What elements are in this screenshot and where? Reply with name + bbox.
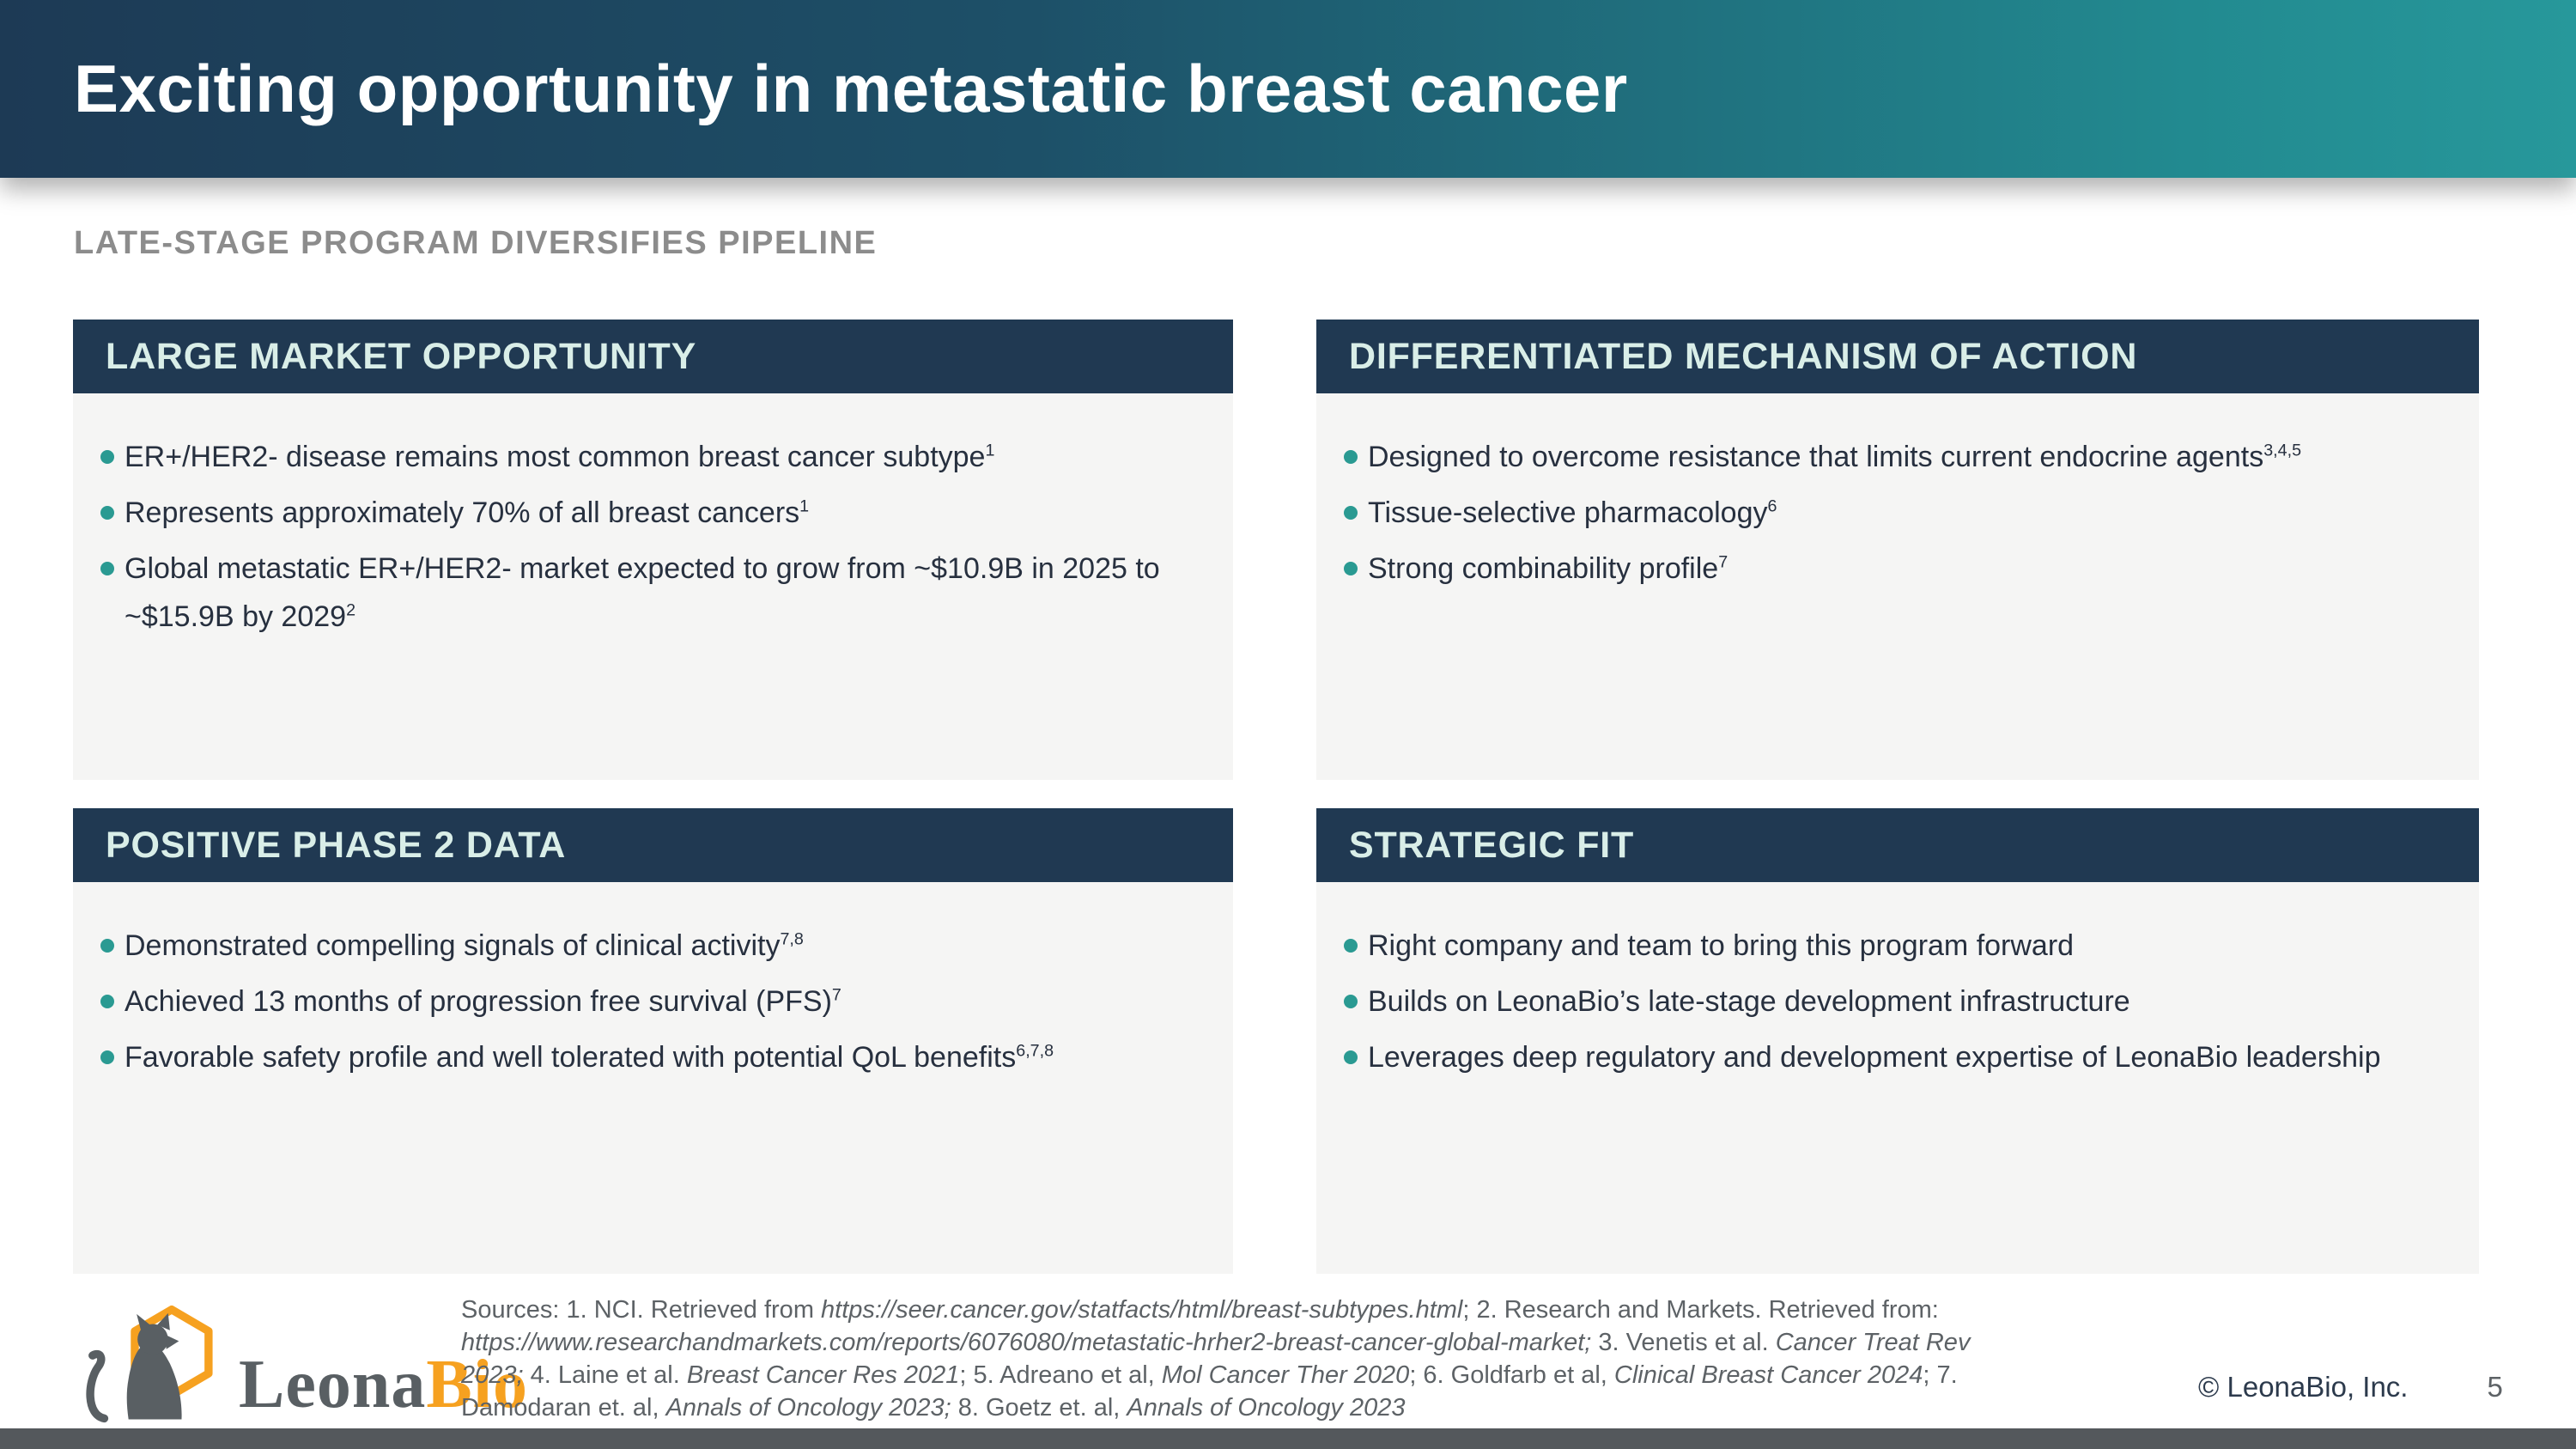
cat-hexagon-icon: [77, 1302, 230, 1424]
slide-subtitle: LATE-STAGE PROGRAM DIVERSIFIES PIPELINE: [74, 225, 878, 261]
source-line: Damodaran et. al, Annals of Oncology 202…: [461, 1394, 1406, 1422]
box-header: DIFFERENTIATED MECHANISM OF ACTION: [1316, 320, 2479, 393]
box-large-market-opportunity: LARGE MARKET OPPORTUNITY ER+/HER2- disea…: [73, 320, 1233, 780]
bottom-bar: [0, 1428, 2576, 1449]
box-body: Right company and team to bring this pro…: [1316, 882, 2479, 1274]
bullet-item: Global metastatic ER+/HER2- market expec…: [73, 545, 1185, 641]
box-body: Demonstrated compelling signals of clini…: [73, 882, 1233, 1274]
slide-title: Exciting opportunity in metastatic breas…: [74, 51, 1628, 126]
bullet-list: Designed to overcome resistance that lim…: [1316, 433, 2431, 593]
bullet-item: Represents approximately 70% of all brea…: [73, 489, 1185, 537]
bullet-item: Builds on LeonaBio’s late-stage developm…: [1316, 977, 2431, 1026]
logo-text-leona: Leona: [239, 1347, 427, 1422]
box-header: POSITIVE PHASE 2 DATA: [73, 808, 1233, 882]
bullet-list: Right company and team to bring this pro…: [1316, 922, 2431, 1081]
footer-right: © LeonaBio, Inc. 5: [2198, 1371, 2503, 1403]
logo-wordmark: LeonaBio: [230, 1350, 528, 1424]
logo-text-bio: Bio: [426, 1347, 528, 1422]
bullet-list: Demonstrated compelling signals of clini…: [73, 922, 1185, 1081]
bullet-item: Strong combinability profile7: [1316, 545, 2431, 593]
box-title: DIFFERENTIATED MECHANISM OF ACTION: [1349, 335, 2138, 377]
box-header: LARGE MARKET OPPORTUNITY: [73, 320, 1233, 393]
box-strategic-fit: STRATEGIC FIT Right company and team to …: [1316, 808, 2479, 1274]
bullet-item: Achieved 13 months of progression free s…: [73, 977, 1185, 1026]
box-header: STRATEGIC FIT: [1316, 808, 2479, 882]
bullet-item: Demonstrated compelling signals of clini…: [73, 922, 1185, 970]
bullet-item: Tissue-selective pharmacology6: [1316, 489, 2431, 537]
source-line: Sources: 1. NCI. Retrieved from https://…: [461, 1296, 1939, 1324]
box-body: Designed to overcome resistance that lim…: [1316, 393, 2479, 780]
source-line: 2023; 4. Laine et al. Breast Cancer Res …: [461, 1361, 1958, 1389]
box-title: POSITIVE PHASE 2 DATA: [106, 824, 567, 866]
box-title: LARGE MARKET OPPORTUNITY: [106, 335, 697, 377]
box-body: ER+/HER2- disease remains most common br…: [73, 393, 1233, 780]
bullet-item: Designed to overcome resistance that lim…: [1316, 433, 2431, 481]
sources-block: Sources: 1. NCI. Retrieved from https://…: [461, 1294, 1981, 1424]
source-line: https://www.researchandmarkets.com/repor…: [461, 1329, 1971, 1356]
bullet-item: Leverages deep regulatory and developmen…: [1316, 1033, 2431, 1081]
box-title: STRATEGIC FIT: [1349, 824, 1635, 866]
bullet-list: ER+/HER2- disease remains most common br…: [73, 433, 1185, 641]
header-band: Exciting opportunity in metastatic breas…: [0, 0, 2576, 178]
bullet-item: ER+/HER2- disease remains most common br…: [73, 433, 1185, 481]
page-number: 5: [2487, 1371, 2503, 1403]
box-differentiated-mechanism: DIFFERENTIATED MECHANISM OF ACTION Desig…: [1316, 320, 2479, 780]
bullet-item: Right company and team to bring this pro…: [1316, 922, 2431, 970]
box-positive-phase2-data: POSITIVE PHASE 2 DATA Demonstrated compe…: [73, 808, 1233, 1274]
leonabio-logo: LeonaBio: [77, 1302, 528, 1424]
bullet-item: Favorable safety profile and well tolera…: [73, 1033, 1185, 1081]
copyright-text: © LeonaBio, Inc.: [2198, 1371, 2409, 1403]
